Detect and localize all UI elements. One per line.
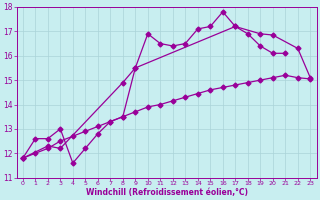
X-axis label: Windchill (Refroidissement éolien,°C): Windchill (Refroidissement éolien,°C) [85, 188, 248, 197]
